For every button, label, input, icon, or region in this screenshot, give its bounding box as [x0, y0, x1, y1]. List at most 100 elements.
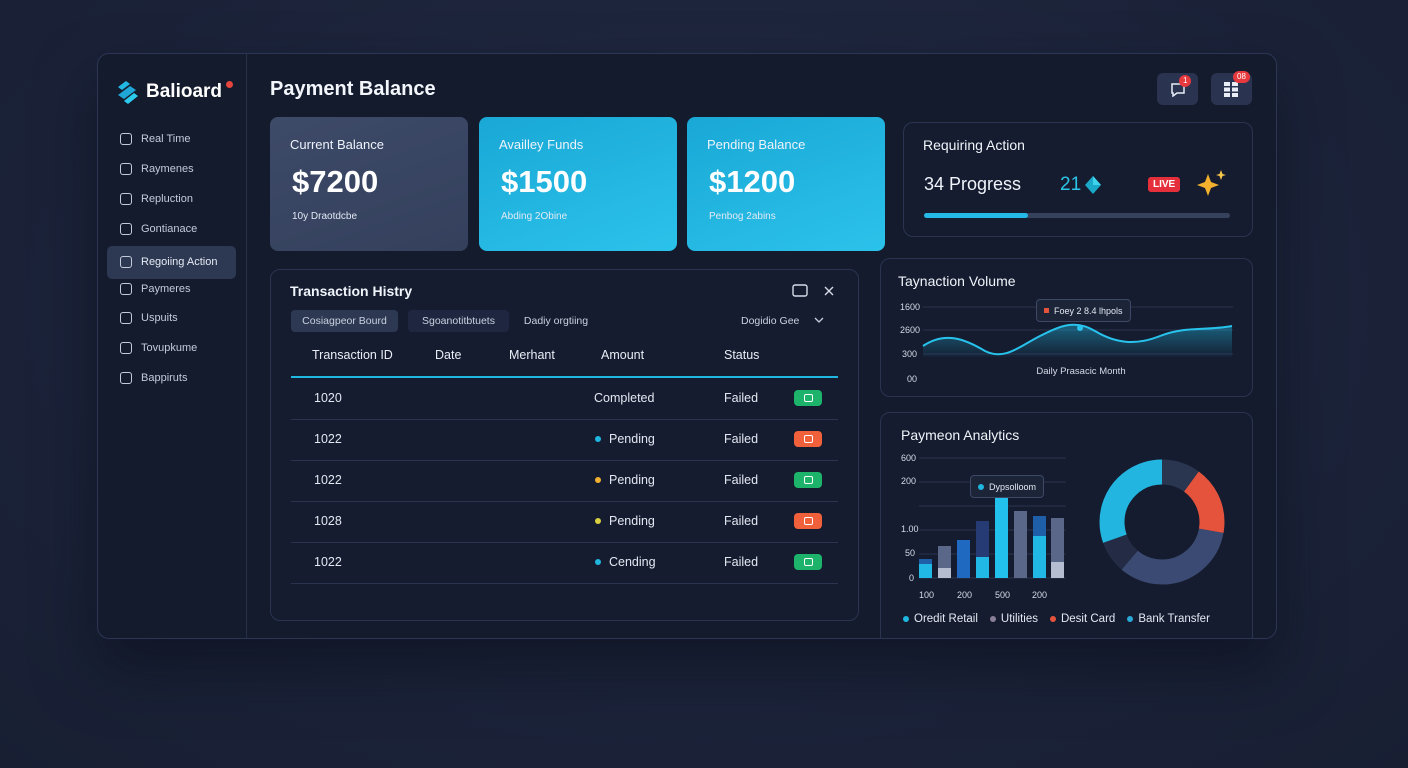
card-value: $7200 — [292, 164, 379, 199]
transaction-id: 1022 — [314, 473, 342, 487]
y-label: 0 — [909, 573, 915, 583]
nav-label: Repluction — [141, 192, 193, 205]
panel-title: Requiring Action — [923, 137, 1025, 153]
state-label: Pending — [609, 514, 655, 528]
nav-list: Real Time Raymenes Repluction Gontianace Reg… — [107, 124, 237, 424]
status: Failed — [724, 391, 759, 405]
legend-dot — [1049, 616, 1056, 622]
nav-item[interactable]: Gontianace — [107, 214, 236, 244]
transaction-id: 1020 — [314, 391, 342, 405]
window-button[interactable] — [790, 282, 810, 300]
table-row[interactable]: 1028 Pending Failed — [291, 501, 838, 543]
nav-item[interactable]: Real Time — [107, 124, 236, 154]
nav-item[interactable]: Regoiing Action — [107, 245, 236, 279]
balance-card[interactable]: Availley Funds $1500 Abding 2Obine — [479, 117, 677, 251]
filter-dropdown[interactable]: Dogidio Gee — [741, 315, 800, 327]
y-label: 200 — [901, 476, 917, 486]
nav-item[interactable]: Paymeres — [107, 274, 236, 304]
nav-label: Bappiruts — [141, 372, 188, 385]
column-header: Status — [724, 348, 760, 362]
tooltip-text: Foey 2 8.4 lhpols — [1054, 305, 1123, 316]
nav-icon — [120, 133, 132, 145]
sparkle-icon — [1197, 170, 1226, 196]
x-label: 200 — [1032, 590, 1048, 600]
table-row[interactable]: 1020 Completed Failed — [291, 378, 838, 420]
chart-tooltip: Dypsolloom — [970, 475, 1045, 498]
nav-item[interactable]: Raymenes — [107, 154, 236, 184]
nav-icon — [120, 256, 132, 269]
x-label: 500 — [995, 590, 1011, 600]
header-divider — [291, 376, 838, 378]
nav-item[interactable]: Repluction — [107, 184, 236, 214]
legend-item: Oredit Retail — [903, 613, 978, 625]
card-value: $1500 — [501, 164, 588, 199]
legend-dot — [1127, 616, 1134, 622]
nav-icon — [120, 312, 132, 325]
state-dot — [595, 559, 601, 565]
legend-label: Bank Transfer — [1138, 613, 1210, 625]
y-label: 50 — [905, 548, 916, 558]
nav-icon — [120, 192, 132, 205]
apps-button[interactable]: 08 — [1211, 71, 1252, 105]
tab[interactable]: Sgoanotitbtuets — [408, 310, 509, 332]
status: Failed — [724, 514, 759, 528]
x-label: 100 — [919, 590, 935, 600]
nav-item[interactable]: Uspuits — [107, 303, 236, 333]
badge-icon — [803, 558, 813, 566]
dashboard-window: Balioard Real Time Raymenes Repluction Gont… — [97, 53, 1277, 639]
balance-card[interactable]: Pending Balance $1200 Penbog 2abins — [687, 117, 885, 251]
logo-icon — [118, 81, 138, 104]
table-row[interactable]: 1022 Pending Failed — [291, 419, 838, 461]
nav-label: Gontianace — [141, 222, 198, 235]
tooltip-text: Dypsolloom — [989, 481, 1037, 492]
bar-decoration — [919, 496, 1064, 578]
chart-tooltip: Foey 2 8.4 lhpols — [1036, 299, 1131, 322]
y-label: 2600 — [900, 325, 921, 335]
status: Failed — [724, 432, 759, 446]
tooltip-marker — [978, 483, 984, 490]
panel-title: Paymeon Analytics — [901, 427, 1020, 443]
x-label: 200 — [957, 590, 973, 600]
status-badge — [794, 431, 822, 447]
status-badge — [794, 472, 822, 488]
count-text: 21 — [1060, 174, 1082, 195]
y-label: 300 — [902, 349, 918, 359]
y-label: 1600 — [900, 302, 921, 312]
chart-caption: Daily Prasacic Month — [1036, 366, 1126, 377]
table-row[interactable]: 1022 Pending Failed — [291, 460, 838, 502]
diamond-icon — [1085, 176, 1101, 194]
nav-icon — [120, 162, 132, 175]
state-dot — [595, 518, 601, 524]
state: Completed — [594, 391, 654, 405]
table-row[interactable]: 1022 Cending Failed — [291, 542, 838, 584]
legend-dot — [989, 616, 996, 622]
badge-icon — [803, 435, 813, 443]
balance-card[interactable]: Current Balance $7200 10y Draotdcbe — [270, 117, 468, 251]
nav-item[interactable]: Bappiruts — [107, 363, 236, 393]
transaction-id: 1022 — [314, 432, 342, 446]
tab[interactable]: Cosiagpeor Bourd — [291, 310, 398, 332]
tab[interactable]: Dadiy orgtiing — [523, 315, 589, 327]
close-button[interactable] — [819, 282, 839, 300]
state: Pending — [594, 473, 655, 487]
column-header: Transaction ID — [312, 348, 393, 362]
badge-icon — [803, 476, 813, 484]
badge-icon — [803, 394, 813, 402]
state: Cending — [594, 555, 656, 569]
nav-label: Tovupkume — [141, 342, 198, 355]
volume-panel: Taynaction Volume 1600 2600 300 00 Foey … — [880, 258, 1253, 397]
badge-icon — [803, 517, 813, 525]
column-header: Amount — [601, 348, 645, 362]
legend-label: Oredit Retail — [914, 613, 978, 625]
apps-badge: 08 — [1233, 71, 1250, 83]
state: Pending — [594, 514, 655, 528]
legend-item: Desit Card — [1049, 613, 1115, 625]
card-note: Abding 2Obine — [501, 211, 568, 222]
nav-item[interactable]: Tovupkume — [107, 333, 236, 363]
column-header: Date — [435, 348, 462, 362]
notification-button[interactable]: 1 — [1157, 73, 1198, 105]
state: Pending — [594, 432, 655, 446]
donut-decoration — [1099, 459, 1225, 585]
